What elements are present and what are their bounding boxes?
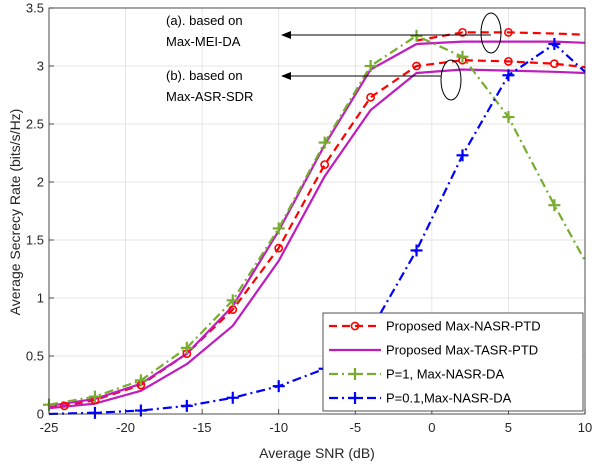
x-tick-label: -25 [40, 420, 59, 435]
annotation-text: Max-ASR-SDR [166, 89, 253, 104]
x-axis-label: Average SNR (dB) [259, 445, 375, 461]
circle-marker [458, 27, 467, 37]
plot-frame [48, 7, 586, 415]
circle-marker [504, 27, 513, 37]
annotation-ellipse-a [480, 12, 502, 54]
data-markers [43, 27, 561, 419]
x-tick-label: -5 [350, 420, 362, 435]
y-tick-label: 0 [37, 407, 44, 422]
y-tick-label: 3 [37, 59, 44, 74]
legend-label: Proposed Max-TASR-PTD [386, 343, 538, 358]
plus-marker [272, 222, 285, 235]
circle-marker [274, 243, 284, 253]
legend-label: P=1, Max-NASR-DA [386, 367, 504, 382]
legend-box [322, 312, 584, 412]
plus-marker [410, 29, 423, 42]
plus-marker [134, 374, 147, 387]
plus-marker [456, 149, 469, 162]
plus-marker [318, 136, 331, 149]
y-tick-label: 1 [37, 291, 44, 306]
y-tick-label: 1.5 [26, 233, 44, 248]
circle-marker [504, 56, 513, 66]
legend-label: P=0.1,Max-NASR-DA [386, 391, 512, 406]
plus-marker [548, 199, 561, 212]
plus-marker [456, 50, 469, 63]
series-line [48, 59, 586, 409]
y-tick-label: 3.5 [26, 1, 44, 16]
plus-marker [134, 404, 147, 417]
plus-marker [180, 341, 193, 354]
circle-marker [59, 401, 69, 411]
annotation-text: (a). based on [166, 13, 243, 28]
circle-marker [320, 160, 330, 169]
circle-marker [350, 321, 360, 331]
annotation-ellipse-b [440, 59, 462, 101]
plus-marker [88, 390, 101, 403]
x-tick-label: -15 [193, 420, 212, 435]
plus-marker [410, 244, 423, 257]
axis-ticks: -25 -20 -15 -10 -5 0 5 10 0 0.5 1 1.5 2 2.5 3 3.5 [26, 1, 592, 436]
plus-marker [349, 368, 361, 380]
plus-marker [88, 406, 101, 419]
x-tick-label: -10 [269, 420, 288, 435]
legend-label: Proposed Max-NASR-PTD [386, 319, 541, 334]
annotation-text: (b). based on [166, 68, 243, 83]
circle-marker [549, 59, 559, 69]
y-tick-label: 2 [37, 175, 44, 190]
y-axis-label: Average Secrecy Rate (bits/s/Hz) [7, 109, 23, 316]
y-tick-label: 0.5 [26, 349, 44, 364]
annotation-text: Max-MEI-DA [166, 34, 241, 49]
circle-marker [412, 61, 421, 71]
plus-marker [502, 69, 515, 82]
plus-marker [226, 294, 239, 307]
x-tick-label: 0 [428, 420, 435, 435]
plus-marker [349, 392, 361, 404]
circle-marker [366, 92, 375, 102]
plus-marker [272, 380, 285, 393]
x-tick-label: -20 [116, 420, 135, 435]
plus-marker [548, 37, 561, 50]
annotations: (a). based on Max-MEI-DA (b). based on Max-… [166, 12, 502, 104]
x-tick-label: 5 [505, 420, 512, 435]
plus-marker [180, 399, 193, 412]
plus-marker [226, 391, 239, 404]
plus-marker [364, 60, 377, 72]
x-tick-label: 10 [578, 420, 592, 435]
legend: Proposed Max-NASR-PTD Proposed Max-TASR-P… [322, 312, 584, 412]
plus-marker [502, 111, 515, 124]
y-tick-label: 2.5 [26, 117, 44, 132]
